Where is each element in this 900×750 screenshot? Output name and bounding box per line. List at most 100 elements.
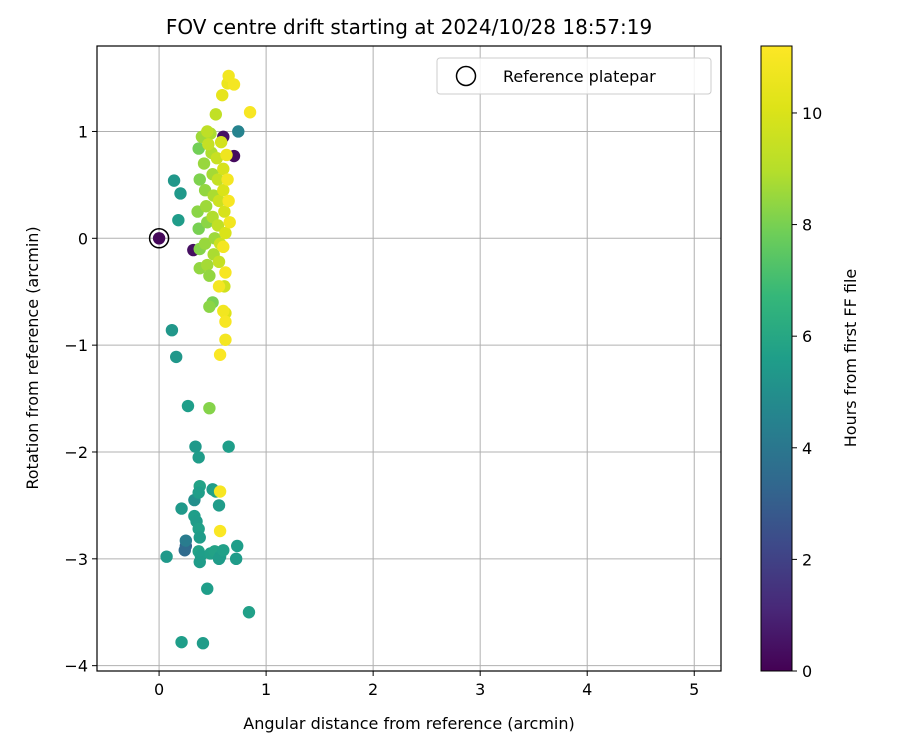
data-point <box>212 499 226 512</box>
data-point <box>193 555 206 569</box>
data-point <box>222 194 235 208</box>
y-tick-label: 0 <box>78 229 88 248</box>
x-axis-label: Angular distance from reference (arcmin) <box>243 714 574 733</box>
x-tick-label: 5 <box>689 680 699 699</box>
data-point <box>160 550 173 563</box>
data-point <box>198 237 212 250</box>
colorbar-ticks: 0 2 4 6 8 10 <box>792 104 822 681</box>
x-tick-label: 0 <box>154 680 164 699</box>
colorbar-tick-label: 10 <box>802 104 822 123</box>
legend-marker-icon <box>455 65 477 87</box>
data-point <box>218 205 231 218</box>
legend: Reference platepar <box>436 57 712 95</box>
data-point <box>179 534 193 547</box>
colorbar-gradient <box>761 46 792 671</box>
colorbar-tick-label: 0 <box>802 662 812 681</box>
data-point <box>193 531 206 544</box>
data-point <box>197 157 211 170</box>
data-point <box>175 502 188 515</box>
y-tick-label: 1 <box>78 122 88 141</box>
data-points <box>152 69 257 650</box>
colorbar-tick-label: 4 <box>802 439 812 458</box>
data-point <box>219 333 232 347</box>
data-point <box>152 232 166 245</box>
x-tick-label: 3 <box>475 680 485 699</box>
x-tick-label: 1 <box>261 680 271 699</box>
y-axis-label: Rotation from reference (arcmin) <box>23 226 42 489</box>
y-axis-ticks: −4 −3 −2 −1 0 1 <box>64 122 97 676</box>
legend-box <box>436 57 712 95</box>
data-point <box>227 78 241 91</box>
legend-label: Reference platepar <box>503 67 656 86</box>
data-point <box>243 106 257 119</box>
data-point <box>219 266 232 279</box>
data-point <box>203 401 216 415</box>
data-point <box>223 216 236 229</box>
data-point <box>175 635 188 649</box>
data-point <box>189 440 202 453</box>
data-point <box>217 240 230 254</box>
data-point <box>167 174 181 187</box>
colorbar-tick-label: 2 <box>802 550 812 569</box>
reference-platepar-marker <box>148 228 170 249</box>
data-point <box>220 148 233 162</box>
colorbar-tick-label: 6 <box>802 327 812 346</box>
data-point <box>211 219 225 232</box>
chart-title: FOV centre drift starting at 2024/10/28 … <box>166 15 652 39</box>
data-point <box>212 280 226 293</box>
y-tick-label: −1 <box>64 336 88 355</box>
data-point <box>193 173 206 186</box>
colorbar-label: Hours from first FF file <box>841 269 860 448</box>
data-point <box>232 125 245 138</box>
data-point <box>213 524 227 538</box>
data-point <box>178 544 191 557</box>
data-point <box>192 451 205 464</box>
reference-marker-layer <box>148 228 170 249</box>
y-tick-label: −2 <box>64 443 88 462</box>
data-point <box>192 486 205 499</box>
data-point <box>219 315 232 328</box>
data-point <box>231 539 244 553</box>
data-point <box>212 255 226 269</box>
data-point <box>213 485 227 498</box>
data-point <box>221 173 234 186</box>
plot-frame <box>96 45 722 672</box>
data-point <box>213 348 227 361</box>
data-point <box>201 582 214 595</box>
data-point <box>165 323 179 337</box>
data-point <box>203 269 216 282</box>
data-point <box>199 200 213 213</box>
data-point <box>214 135 228 149</box>
data-point <box>217 304 230 318</box>
data-point <box>172 213 185 227</box>
data-point <box>210 151 224 165</box>
data-point <box>229 552 243 566</box>
y-tick-label: −3 <box>64 550 88 569</box>
data-point <box>174 187 187 200</box>
data-point <box>192 142 205 155</box>
data-point <box>170 350 183 364</box>
y-tick-label: −4 <box>64 657 88 676</box>
data-point <box>217 162 230 176</box>
data-point <box>222 440 235 453</box>
data-point <box>201 258 214 272</box>
data-point <box>216 88 229 102</box>
colorbar: 0 2 4 6 8 10 Hours from first FF file <box>760 45 860 681</box>
data-point <box>202 138 215 151</box>
data-point <box>192 222 205 235</box>
data-point <box>212 194 226 208</box>
data-point <box>217 544 230 557</box>
grid <box>97 46 721 671</box>
data-point <box>217 184 230 197</box>
data-point <box>219 226 232 240</box>
colorbar-frame <box>760 45 793 672</box>
data-point <box>201 125 214 138</box>
colorbar-tick-label: 8 <box>802 216 812 235</box>
data-point <box>203 300 216 313</box>
x-tick-label: 2 <box>368 680 378 699</box>
data-point <box>196 637 210 650</box>
x-axis-ticks: 0 1 2 3 4 5 <box>154 671 699 699</box>
data-point <box>211 173 225 186</box>
